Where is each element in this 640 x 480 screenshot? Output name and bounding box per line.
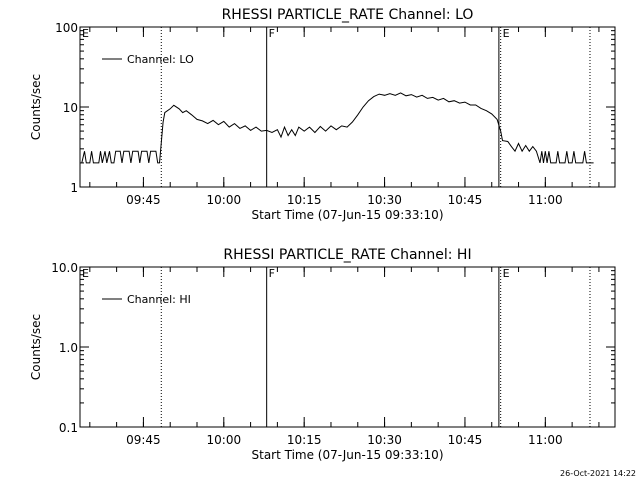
y-axis-label: Counts/sec [29,314,43,380]
chart-title: RHESSI PARTICLE_RATE Channel: LO [222,7,474,23]
x-tick-label: 10:15 [287,433,322,447]
chart-title: RHESSI PARTICLE_RATE Channel: HI [223,247,471,263]
event-marker-label: F [269,27,275,40]
event-marker-label: F [269,267,275,280]
y-tick-label: 10 [63,101,78,115]
x-tick-label: 10:45 [448,193,483,207]
x-tick-label: 11:00 [528,433,563,447]
y-tick-label: 100 [55,21,78,35]
event-marker-label: E [503,27,510,40]
event-marker-label: E [82,27,89,40]
x-tick-label: 10:00 [207,193,242,207]
x-tick-label: 10:00 [207,433,242,447]
chart-panel-2: RHESSI PARTICLE_RATE Channel: HI 0.1 1.0 10… [29,247,616,462]
legend-label: Channel: LO [127,53,194,66]
x-axis-label: Start Time (07-Jun-15 09:33:10) [252,448,444,462]
event-marker-label: E [82,267,89,280]
x-tick-label: 10:30 [367,433,402,447]
x-tick-label: 09:45 [126,193,161,207]
x-axis-label: Start Time (07-Jun-15 09:33:10) [252,208,444,222]
x-tick-label: 10:15 [287,193,322,207]
timestamp-label: 26-Oct-2021 14:22 [560,469,636,478]
y-tick-label: 1 [70,181,78,195]
x-tick-label: 09:45 [126,433,161,447]
event-marker-label: E [503,267,510,280]
series-line-1 [81,92,594,164]
y-axis-label: Counts/sec [29,74,43,140]
x-tick-label: 10:30 [367,193,402,207]
chart-panel-1: RHESSI PARTICLE_RATE Channel: LO 1 10 100 Co… [29,7,616,222]
y-tick-label: 10.0 [51,261,78,275]
y-tick-label: 0.1 [59,421,78,435]
y-tick-label: 1.0 [59,341,78,355]
x-tick-label: 11:00 [528,193,563,207]
legend-label: Channel: HI [127,293,191,306]
plot-panels: RHESSI PARTICLE_RATE Channel: LO 1 10 100 Co… [29,7,616,462]
x-tick-label: 10:45 [448,433,483,447]
